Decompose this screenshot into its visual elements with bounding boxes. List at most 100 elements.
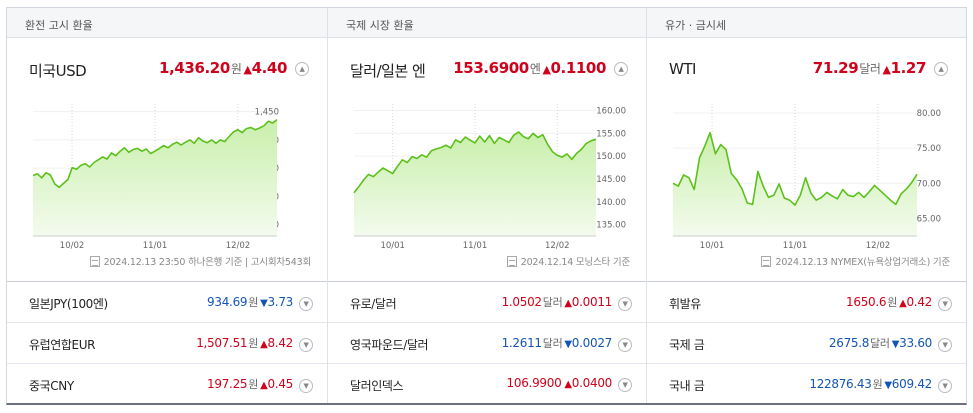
main-quote-change: 0.1100 — [550, 59, 607, 77]
quote-unit: 달러 — [542, 296, 563, 309]
document-icon — [506, 256, 517, 267]
change-down-icon: ▼ — [884, 380, 892, 391]
quote-row[interactable]: 중국CNY 197.25원 ▲0.45 ▼ — [7, 364, 327, 405]
quote-value: 1650.6 — [846, 295, 887, 309]
quote-row-name: 유로/달러 — [350, 297, 397, 311]
chart-source-text: 2024.12.14 모닝스타 기준 — [520, 257, 630, 268]
quote-unit: 원 — [872, 378, 883, 391]
change-down-icon: ▼ — [564, 339, 572, 350]
x-tick-label: 10/01 — [380, 241, 405, 251]
quote-row-name: 일본JPY(100엔) — [29, 297, 108, 311]
quote-row[interactable]: 국내 금 122876.43원 ▼609.42 ▼ — [647, 364, 966, 405]
price-chart: 160.00 155.00 150.00 145.00 140.00 135.00 10/0… — [353, 104, 626, 251]
quote-row[interactable]: 국제 금 2675.8달러 ▼33.60 ▼ — [647, 323, 966, 364]
quote-change: 8.42 — [267, 336, 293, 350]
main-quote-panel[interactable]: 달러/일본 엔 153.6900엔 ▲0.1100 ▲ 160.00 155.00 15… — [328, 38, 646, 280]
change-up-icon: ▲ — [564, 298, 572, 309]
quote-row-name: 유럽연합EUR — [29, 338, 96, 352]
section-header[interactable]: 국제 시장 환율 — [328, 8, 646, 38]
quote-row-value: 106.9900 ▲0.0400 ▼ — [507, 376, 632, 392]
chart-source: 2024.12.13 NYMEX(뉴욕상업거래소) 기준 — [761, 254, 950, 268]
chart-source: 2024.12.13 23:50 하나은행 기준 | 고시회차543회 — [89, 254, 312, 268]
quote-list: 일본JPY(100엔) 934.69원 ▼3.73 ▼ 유럽연합EUR 1,507.… — [7, 281, 327, 405]
quote-row-value: 1.2611달러 ▼0.0027 ▼ — [502, 335, 632, 352]
quote-list: 휘발유 1650.6원 ▲0.42 ▼ 국제 금 2675.8달러 ▼33.60 ▼ 국… — [647, 281, 966, 405]
quote-unit: 원 — [248, 378, 259, 391]
quote-row[interactable]: 휘발유 1650.6원 ▲0.42 ▼ — [647, 282, 966, 323]
chevron-down-circle-icon[interactable]: ▼ — [938, 379, 952, 393]
chevron-down-circle-icon[interactable]: ▼ — [299, 338, 313, 352]
change-up-icon: ▲ — [542, 63, 551, 76]
quote-value: 1.2611 — [501, 336, 543, 350]
series-area — [354, 132, 596, 236]
quote-row-value: 197.25원 ▲0.45 ▼ — [207, 376, 313, 393]
chevron-down-circle-icon[interactable]: ▼ — [938, 297, 952, 311]
chevron-down-circle-icon[interactable]: ▼ — [618, 338, 632, 352]
quote-row[interactable]: 유로/달러 1.0502달러 ▲0.0011 ▼ — [328, 282, 646, 323]
y-tick-label: 155.00 — [596, 129, 626, 139]
quote-row-value: 2675.8달러 ▼33.60 ▼ — [829, 335, 952, 352]
series-area — [33, 119, 277, 236]
section-header[interactable]: 유가 · 금시세 — [647, 8, 966, 38]
exchange-rate-widget: 환전 고시 환율 미국USD 1,436.20원▲4.40▲ 1,4501,40… — [6, 7, 967, 405]
y-tick-label: 160.00 — [596, 107, 626, 117]
quote-row[interactable]: 일본JPY(100엔) 934.69원 ▼3.73 ▼ — [7, 282, 327, 323]
quote-value: 1,507.51 — [196, 336, 248, 350]
x-tick-label: 11/01 — [143, 241, 168, 251]
quote-row[interactable]: 영국파운드/달러 1.2611달러 ▼0.0027 ▼ — [328, 323, 646, 364]
chevron-down-circle-icon[interactable]: ▼ — [618, 378, 632, 392]
series-line — [672, 131, 918, 206]
quote-value: 122876.43 — [809, 377, 872, 391]
quote-unit: 원 — [248, 296, 259, 309]
quote-row[interactable]: 유럽연합EUR 1,507.51원 ▲8.42 ▼ — [7, 323, 327, 364]
chevron-down-circle-icon[interactable]: ▼ — [938, 338, 952, 352]
main-quote-change: 4.40 — [251, 59, 288, 77]
document-icon — [761, 256, 772, 267]
main-quote-price: 153.6900 — [453, 59, 529, 77]
chevron-up-circle-icon[interactable]: ▲ — [295, 62, 309, 76]
main-quote-panel[interactable]: 미국USD 1,436.20원▲4.40▲ 1,4501,4001,3501,3… — [7, 38, 327, 280]
quote-change: 0.45 — [267, 377, 293, 391]
main-quote-unit: 엔 — [529, 62, 541, 76]
quote-unit: 달러 — [870, 337, 890, 350]
main-quote-price-line: 71.29달러 ▲1.27 ▲ — [813, 59, 948, 77]
quote-row-value: 1650.6원 ▲0.42 ▼ — [846, 294, 952, 311]
quote-change: 0.0027 — [571, 336, 613, 350]
column-oil-gold: 유가 · 금시세 WTI 71.29달러 ▲1.27 ▲ 80.00 75.00 70.… — [646, 8, 966, 403]
chevron-down-circle-icon[interactable]: ▼ — [299, 297, 313, 311]
y-tick-label: 135.00 — [596, 221, 626, 231]
quote-change: 33.60 — [899, 336, 932, 350]
section-header[interactable]: 환전 고시 환율 — [7, 8, 327, 38]
x-tick-label: 12/02 — [866, 241, 891, 251]
column-exchange-notice: 환전 고시 환율 미국USD 1,436.20원▲4.40▲ 1,4501,40… — [7, 8, 327, 403]
chart-source-text: 2024.12.13 NYMEX(뉴욕상업거래소) 기준 — [775, 257, 950, 268]
quote-value: 2675.8 — [828, 336, 870, 350]
change-down-icon: ▼ — [260, 298, 268, 309]
y-tick-label: 65.00 — [917, 214, 941, 224]
chart-source-text: 2024.12.13 23:50 하나은행 기준 | 고시회차543회 — [103, 257, 312, 268]
chevron-up-circle-icon[interactable]: ▲ — [614, 62, 628, 76]
chart-source: 2024.12.14 모닝스타 기준 — [506, 254, 630, 268]
document-icon — [89, 256, 100, 267]
quote-unit: 원 — [248, 337, 259, 350]
quote-value: 197.25 — [207, 377, 248, 391]
main-quote-change: 1.27 — [890, 59, 927, 77]
main-quote-price: 71.29 — [812, 59, 859, 77]
main-quote-price-line: 153.6900엔 ▲0.1100 ▲ — [453, 59, 628, 77]
quote-list: 유로/달러 1.0502달러 ▲0.0011 ▼ 영국파운드/달러 1.2611달러… — [328, 281, 646, 405]
chevron-down-circle-icon[interactable]: ▼ — [618, 297, 632, 311]
quote-value: 106.9900 — [506, 376, 562, 390]
main-quote-price-line: 1,436.20원 ▲4.40 ▲ — [159, 59, 309, 77]
main-quote-panel[interactable]: WTI 71.29달러 ▲1.27 ▲ 80.00 75.00 70.00 65.00 10… — [647, 38, 966, 280]
y-tick-label: 80.00 — [917, 109, 941, 119]
quote-row[interactable]: 달러인덱스 106.9900 ▲0.0400 ▼ — [328, 364, 646, 405]
chevron-up-circle-icon[interactable]: ▲ — [934, 62, 948, 76]
quote-change: 0.42 — [906, 295, 932, 309]
main-quote-unit: 원 — [230, 62, 242, 76]
x-tick-label: 11/01 — [463, 241, 488, 251]
chevron-down-circle-icon[interactable]: ▼ — [299, 379, 313, 393]
change-up-icon: ▲ — [882, 63, 891, 76]
quote-row-name: 중국CNY — [29, 379, 74, 393]
quote-change: 3.73 — [267, 295, 293, 309]
